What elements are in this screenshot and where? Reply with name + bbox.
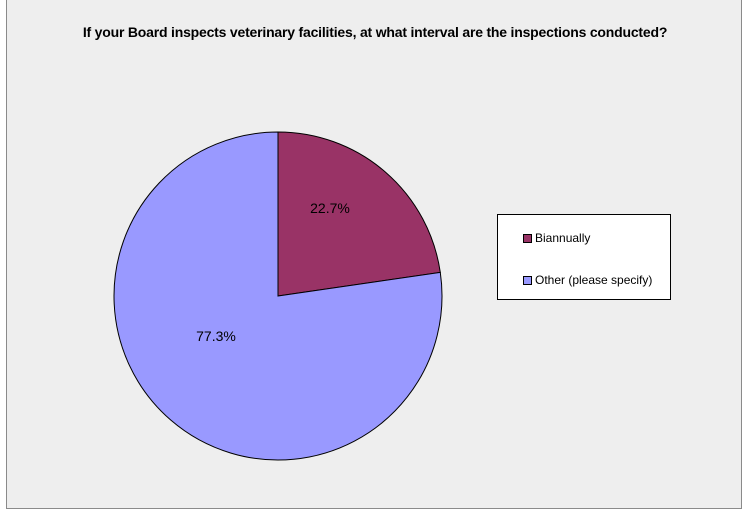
legend-swatch-other [523,275,532,285]
data-label-other: 77.3% [196,328,236,344]
legend-item-biannually: Biannually [523,231,590,245]
data-label-biannually: 22.7% [310,200,350,216]
legend-item-other: Other (please specify) [523,273,652,287]
legend-label-biannually: Biannually [535,231,591,245]
pie-slice-biannually [277,131,441,297]
pie-slice-other [113,131,443,461]
legend-label-other: Other (please specify) [535,273,653,287]
chart-title: If your Board inspects veterinary facili… [82,24,668,40]
legend-swatch-biannually [523,233,532,243]
legend: Biannually Other (please specify) [497,214,671,300]
